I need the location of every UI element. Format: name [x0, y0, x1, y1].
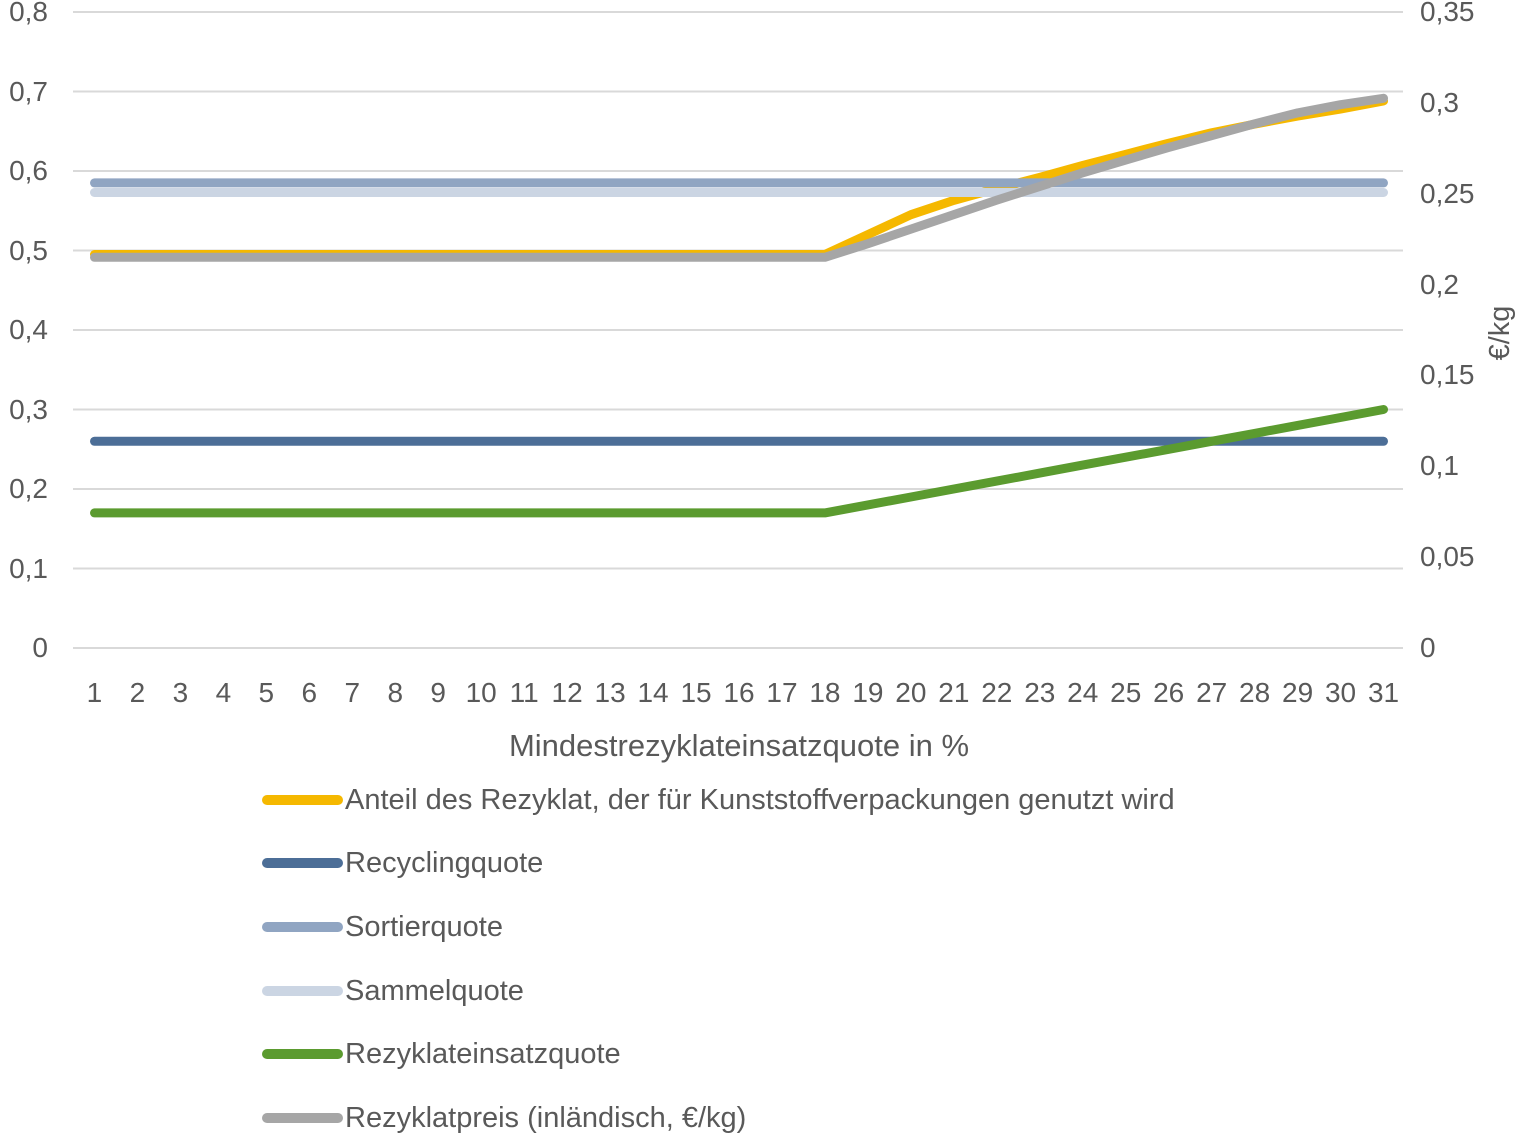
legend-item-anteil-rezyklat: Anteil des Rezyklat, der für Kunststoffv…	[262, 783, 1175, 817]
x-tick-label: 22	[981, 677, 1013, 708]
right-y-tick-label: 0,3	[1420, 86, 1459, 118]
left-y-tick-label: 0,2	[9, 473, 48, 504]
series-line-rezyklatpreis-inl-ndisch-kg	[90, 93, 1388, 262]
x-tick-label: 1	[86, 677, 103, 708]
x-tick-label: 17	[766, 677, 798, 708]
x-tick-label: 4	[215, 677, 232, 708]
legend-item-sortierquote: Sortierquote	[262, 910, 503, 944]
right-y-tick-label: 0,1	[1420, 450, 1459, 482]
legend-swatch-rezyklatpreis	[262, 1113, 343, 1123]
legend-item-rezyklatpreis: Rezyklatpreis (inländisch, €/kg)	[262, 1101, 746, 1133]
legend-label: Sortierquote	[345, 910, 503, 943]
x-tick-label: 18	[809, 677, 841, 708]
right-y-tick-label: 0,2	[1420, 268, 1459, 300]
left-y-tick-label: 0,3	[9, 393, 48, 425]
x-tick-label: 15	[680, 677, 712, 708]
legend-item-rezyklateinsatzquote: Rezyklateinsatzquote	[262, 1037, 621, 1071]
left-y-tick-label: 0	[32, 632, 48, 663]
x-tick-label: 23	[1024, 677, 1056, 708]
x-tick-label: 25	[1110, 677, 1142, 708]
x-tick-label: 7	[344, 677, 361, 708]
right-y-tick-label: 0,15	[1420, 359, 1475, 391]
left-y-tick-label: 0,1	[9, 552, 48, 584]
x-tick-label: 2	[129, 677, 146, 708]
x-tick-label: 3	[172, 677, 189, 708]
x-tick-label: 12	[551, 677, 583, 708]
x-tick-label: 28	[1239, 677, 1271, 708]
legend-item-sammelquote: Sammelquote	[262, 974, 524, 1008]
legend-swatch-sortierquote	[262, 922, 343, 932]
x-tick-label: 21	[938, 677, 970, 708]
x-tick-label: 5	[258, 677, 275, 708]
x-tick-label: 31	[1367, 677, 1400, 708]
x-tick-label: 26	[1153, 677, 1185, 708]
x-tick-label: 30	[1324, 677, 1357, 708]
left-y-tick-label: 0,7	[9, 75, 48, 107]
x-tick-label: 13	[594, 677, 626, 708]
x-tick-label: 29	[1282, 677, 1314, 708]
legend-swatch-anteil-rezyklat	[262, 795, 343, 805]
right-y-tick-label: 0,35	[1420, 0, 1475, 27]
legend-swatch-rezyklateinsatzquote	[262, 1049, 343, 1059]
x-tick-label: 24	[1067, 677, 1099, 708]
legend-swatch-recyclingquote	[262, 858, 343, 868]
legend-label: Recyclingquote	[345, 846, 544, 879]
right-y-tick-label: 0,05	[1420, 541, 1475, 573]
x-tick-label: 6	[301, 677, 318, 708]
left-y-tick-label: 0,8	[9, 0, 48, 27]
legend-item-recyclingquote: Recyclingquote	[262, 846, 543, 880]
legend-swatch-sammelquote	[262, 986, 343, 996]
x-tick-label: 14	[637, 677, 669, 708]
series-line-anteil-des-rezyklat-der-f-r-kunststoffve	[90, 96, 1388, 259]
x-tick-label: 11	[509, 677, 539, 708]
x-tick-label: 27	[1196, 677, 1228, 708]
legend-label: Anteil des Rezyklat, der für Kunststoffv…	[345, 783, 1175, 816]
x-tick-label: 16	[723, 677, 755, 708]
series-line-rezyklateinsatzquote	[90, 405, 1388, 518]
legend-label: Rezyklateinsatzquote	[345, 1037, 621, 1070]
x-tick-label: 20	[895, 677, 927, 708]
x-tick-label: 8	[387, 677, 404, 708]
left-y-tick-label: 0,5	[9, 234, 48, 266]
left-y-tick-label: 0,6	[9, 155, 48, 186]
x-tick-label: 10	[465, 677, 497, 708]
x-tick-label: 9	[430, 677, 446, 708]
legend-label: Sammelquote	[345, 974, 524, 1007]
x-axis-title: Mindestrezyklateinsatzquote in %	[508, 728, 970, 763]
legend-label: Rezyklatpreis (inländisch, €/kg)	[345, 1101, 747, 1133]
right-y-axis-title: €/kg	[1484, 305, 1516, 361]
right-y-tick-label: 0	[1420, 632, 1436, 663]
x-tick-label: 19	[852, 677, 884, 708]
right-y-tick-label: 0,25	[1420, 177, 1475, 209]
left-y-tick-label: 0,4	[9, 314, 48, 345]
